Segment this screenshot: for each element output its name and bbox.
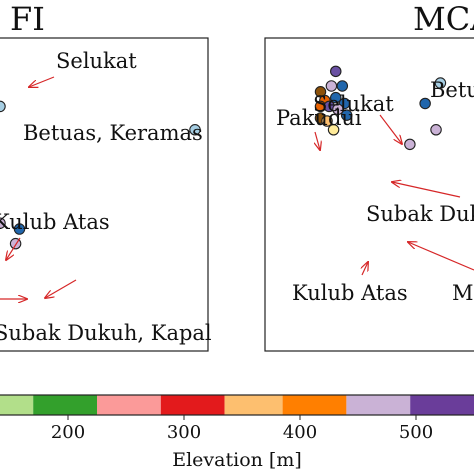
colorbar-tick-label-2: 400 [283,422,317,443]
mca-point-12 [340,109,353,121]
colorbar-ticks: 200 300 400 500 [51,415,433,443]
mca-panel-frame [264,37,474,352]
fi-point-2 [0,217,6,229]
mca-arrow-selukat [379,114,402,144]
fi-annotation-betuas-keramas: Betuas, Keramas [23,121,203,145]
mca-arrow-kulub-atas [362,262,368,276]
fi-arrow-selukat [29,76,55,87]
colorbar-tick-label-3: 500 [399,422,433,443]
mca-point-15 [419,97,431,110]
mca-arrow-m [408,242,474,271]
colorbar-segment-4 [224,395,283,415]
fi-panel-frame [0,37,209,352]
fi-annotations: Selukat Betuas, Keramas Kulub Atas Subak… [0,49,212,345]
colorbar-segment-2 [97,395,161,415]
colorbar-frame [0,394,474,416]
mca-arrow-subak-duk [392,182,461,198]
fi-panel: FI Selukat Betuas, Keramas Kulub Atas Su… [0,0,212,352]
colorbar-label: Elevation [m] [172,449,302,471]
fi-annotation-subak-dukuh-kapal: Subak Dukuh, Kapal [0,321,212,345]
mca-point-9 [332,103,344,116]
mca-panel-title: MCA [413,0,474,38]
colorbar-tick-label-1: 300 [167,422,201,443]
mca-point-4 [330,91,342,104]
mca-point-16 [430,124,442,136]
elevation-colorbar: 200 300 400 500 Elevation [m] [0,394,474,471]
fi-annotation-kulub-atas: Kulub Atas [0,210,110,234]
mca-point-14 [434,77,447,89]
mca-panel: MCA Betua Selukat Pakudui Subak Duk Kulu… [264,0,474,352]
fi-point-1 [189,124,201,136]
fi-arrow-kulub-atas [6,237,21,260]
mca-point-2 [336,80,349,92]
fi-point-0 [0,100,6,113]
colorbar-segment-7 [410,395,474,415]
mca-point-11 [321,115,333,127]
mca-annotation-betua: Betua [430,78,474,102]
fi-panel-title: FI [10,0,45,38]
colorbar-segment-6 [346,395,411,415]
colorbar-segment-1 [33,395,97,415]
fi-annotation-selukat: Selukat [56,49,137,73]
mca-points [314,65,447,151]
colorbar-segments [0,395,474,415]
mca-annotation-pakudui: Pakudui [276,106,362,130]
mca-arrow-pakudui [315,131,320,150]
colorbar-segment-3 [160,395,225,415]
fi-arrow-subak-dukuh [45,279,77,298]
mca-point-13 [327,124,340,136]
mca-annotation-m: M [452,281,474,305]
colorbar-segment-0 [0,395,34,415]
colorbar-segment-5 [282,395,347,415]
mca-annotation-kulub-atas: Kulub Atas [292,281,408,305]
mca-annotation-selukat: Selukat [313,92,394,116]
fi-point-3 [13,223,26,235]
mca-point-17 [404,138,416,151]
fi-points [0,100,201,250]
mca-point-0 [330,65,342,78]
mca-annotation-subak-duk: Subak Duk [366,202,474,226]
colorbar-tick-label-0: 200 [51,422,85,443]
mca-annotations: Betua Selukat Pakudui Subak Duk Kulub At… [276,78,474,305]
mca-point-1 [325,80,338,92]
